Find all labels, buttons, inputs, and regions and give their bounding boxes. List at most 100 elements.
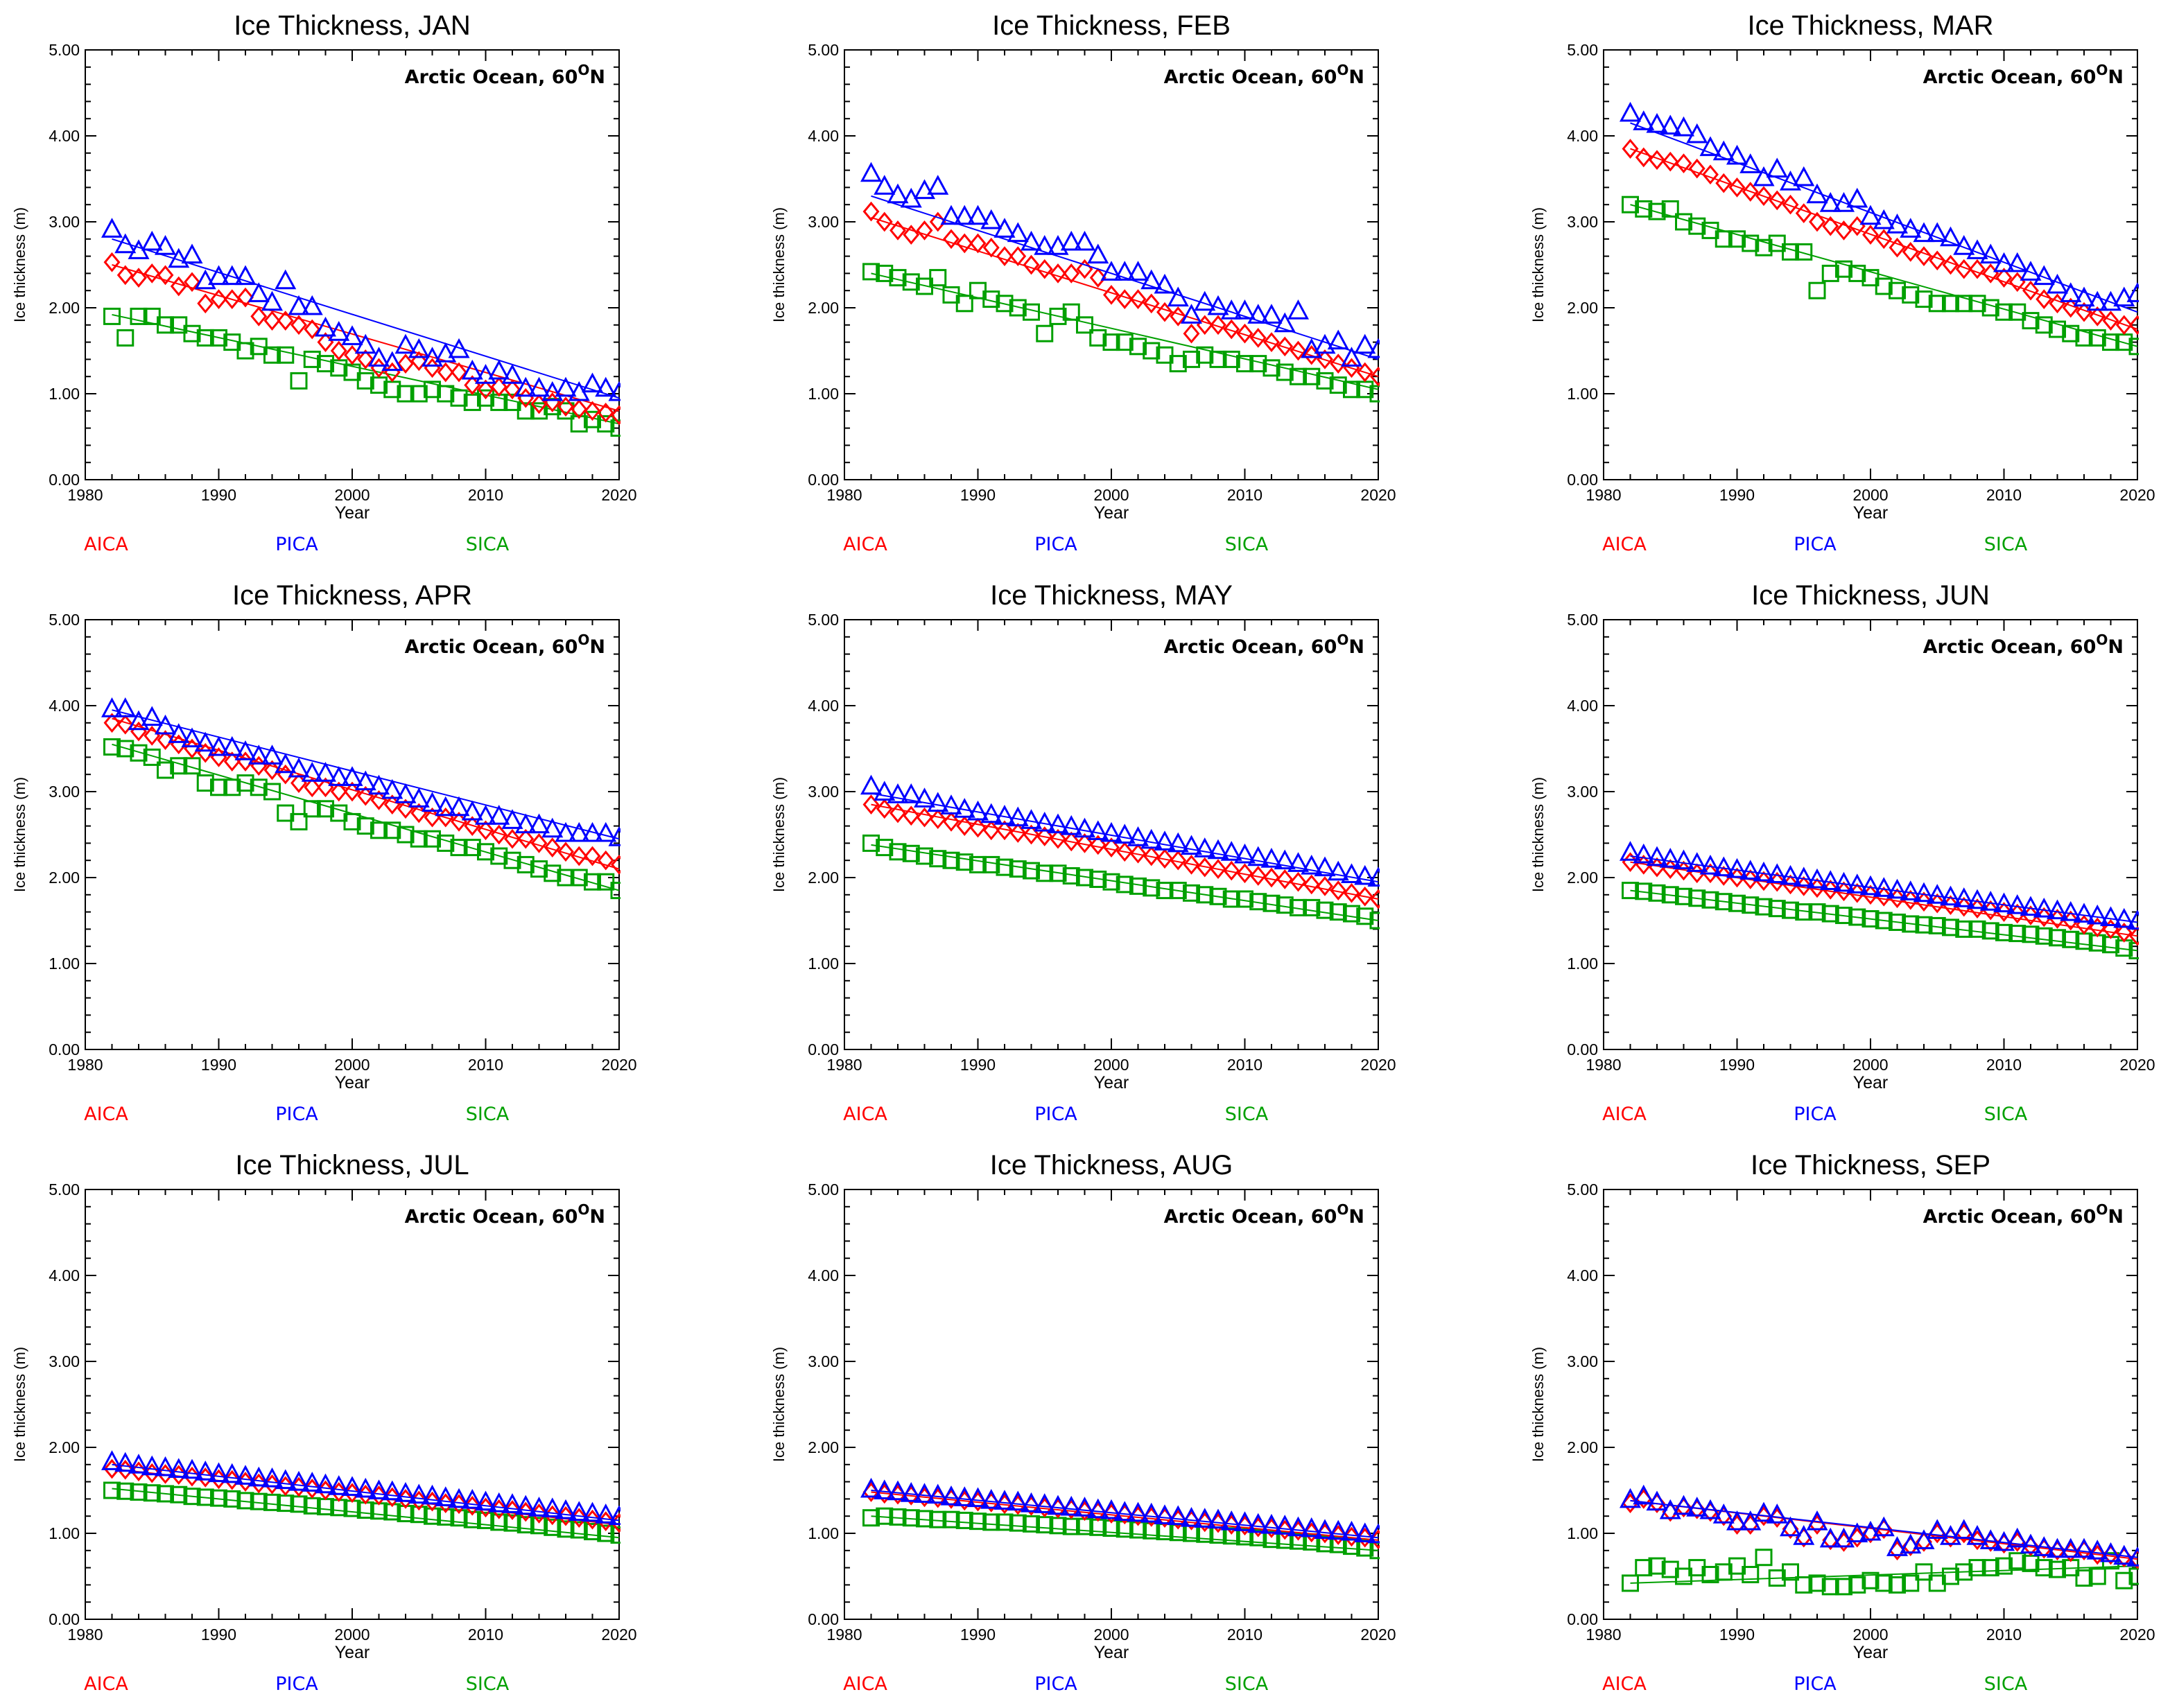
pica-point [488, 805, 510, 825]
pica-point [301, 762, 323, 782]
sica-point [557, 1520, 575, 1538]
sica-point [1622, 882, 1639, 900]
pica-point [1020, 230, 1043, 251]
sica-point [1023, 303, 1040, 321]
pica-point [2126, 909, 2139, 930]
x-tick-label: 1980 [67, 486, 103, 504]
pica-point [394, 333, 417, 354]
pica-point [1699, 136, 1721, 157]
sica-point [103, 738, 121, 756]
sica-point [929, 269, 947, 287]
pica-point [874, 781, 896, 801]
pica-point [168, 723, 190, 743]
region-annotation: Arctic Ocean, 60ON [1923, 1201, 2124, 1228]
sica-point [1742, 1566, 1760, 1584]
pica-point [913, 787, 936, 808]
chart-title: Ice Thickness, MAY [990, 580, 1233, 611]
sica-point [1209, 350, 1227, 368]
pica-point [381, 1480, 403, 1501]
aica-point [1370, 366, 1380, 387]
sica-trend-line [112, 1488, 620, 1539]
y-tick-label: 5.00 [808, 611, 839, 629]
annotation-north: N [2108, 1206, 2124, 1228]
pica-point [900, 1482, 922, 1502]
pica-point [1354, 1522, 1376, 1542]
aica-point [1742, 182, 1759, 202]
aica-point [1210, 859, 1226, 879]
pica-point [328, 1475, 350, 1495]
pica-point [354, 770, 376, 791]
aica-point [1036, 826, 1053, 846]
sica-point [1889, 913, 1906, 931]
sica-point [1236, 355, 1253, 373]
pica-point [394, 783, 417, 803]
pica-point [114, 697, 137, 717]
pica-point [1900, 880, 1922, 900]
x-tick-label: 1980 [1586, 1626, 1621, 1644]
pica-point [1926, 884, 1948, 904]
region-annotation: Arctic Ocean, 60ON [405, 631, 605, 658]
x-tick-label: 2010 [1986, 486, 2022, 504]
sica-point [1889, 1576, 1906, 1594]
chart-title: Ice Thickness, AUG [990, 1150, 1233, 1180]
sica-point [1023, 1515, 1040, 1533]
sica-point [2049, 1560, 2066, 1578]
chart-panel-6: Ice Thickness, JUN 1980 1990 2000 2010 2020 0.… [1518, 570, 2161, 1138]
pica-point [1060, 1495, 1082, 1516]
sica-point [2049, 929, 2066, 947]
sica-point [969, 855, 987, 873]
pica-point [940, 204, 962, 225]
annotation-region-text: Arctic Ocean, 60 [1923, 636, 2097, 658]
aica-point [597, 850, 614, 871]
y-tick-label: 5.00 [1567, 611, 1598, 629]
sica-point [1183, 350, 1200, 368]
sica-point [530, 402, 548, 420]
pica-point [448, 1488, 470, 1508]
pica-point [1113, 1501, 1136, 1521]
chart-svg: Ice Thickness, JAN 1980 1990 2000 2010 2020 0.… [11, 10, 637, 555]
sica-point [1955, 1563, 1973, 1581]
pica-point [128, 1454, 150, 1474]
pica-trend-line [112, 1463, 620, 1522]
annotation-degree-sup: O [2096, 631, 2108, 648]
aica-point [1009, 246, 1027, 266]
pica-point [1806, 868, 1828, 889]
y-tick-label: 2.00 [1567, 869, 1598, 887]
x-tick-label: 2000 [334, 1626, 370, 1644]
aica-point [1249, 328, 1267, 348]
pica-point [555, 1499, 577, 1519]
sica-point [1942, 918, 1959, 936]
sica-point [996, 295, 1014, 313]
pica-point [1020, 809, 1043, 829]
y-tick-label: 0.00 [808, 1610, 839, 1628]
sica-point [1715, 893, 1733, 911]
sica-point [2075, 329, 2093, 347]
pica-point [1633, 843, 1655, 864]
pica-point [1233, 299, 1256, 320]
pica-point [993, 218, 1016, 238]
legend-pica: PICA [1794, 1673, 1837, 1695]
sica-point [263, 1493, 281, 1511]
pica-point [1873, 1516, 1895, 1537]
aica-point [451, 362, 467, 383]
chart-title: Ice Thickness, FEB [992, 10, 1231, 41]
sica-point [584, 873, 601, 891]
sica-point [2022, 312, 2040, 330]
legend-sica: SICA [466, 534, 510, 555]
pica-point [980, 209, 1003, 229]
pica-point [541, 817, 564, 838]
sica-point [437, 1508, 455, 1526]
pica-point [1127, 826, 1149, 846]
aica-point [304, 777, 321, 798]
pica-point [408, 787, 430, 808]
pica-point [181, 1458, 203, 1479]
pica-point [1966, 889, 1988, 909]
sica-point [1981, 922, 1999, 940]
pica-point [1686, 1497, 1708, 1517]
pica-point [168, 247, 190, 268]
pica-point [1873, 877, 1895, 897]
plot-frame [85, 49, 620, 480]
x-tick-label: 2010 [1986, 1056, 2022, 1074]
aica-point [1196, 315, 1213, 336]
pica-point [101, 218, 123, 238]
